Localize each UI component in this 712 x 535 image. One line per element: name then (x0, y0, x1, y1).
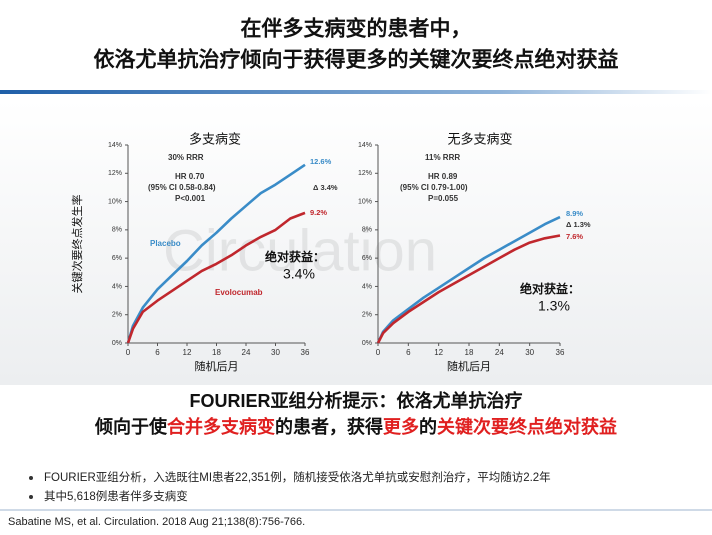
annotation: HR 0.89 (428, 172, 458, 181)
summary-segment: 更多 (383, 416, 419, 437)
citation: Sabatine MS, et al. Circulation. 2018 Au… (8, 516, 305, 528)
y-tick-label: 0% (112, 340, 122, 347)
watermark: Circulation (163, 218, 437, 283)
x-tick-label: 30 (271, 348, 280, 357)
annotation: 绝对获益： (520, 281, 580, 296)
annotation: 30% RRR (168, 153, 204, 162)
series-line (126, 163, 306, 344)
annotation: (95% CI 0.79-1.00) (400, 183, 468, 192)
series-label: Evolocumab (215, 288, 263, 297)
annotation: P=0.055 (428, 194, 459, 203)
annotation: 3.4% (283, 266, 315, 282)
series-line (376, 215, 561, 344)
y-axis-label: 关键次要终点发生率 (70, 195, 84, 294)
annotation: (95% CI 0.58-0.84) (148, 183, 216, 192)
y-tick-label: 10% (358, 198, 372, 205)
annotation: 8.9% (566, 209, 583, 218)
bullet: 其中5,618例患者伴多支病变 (44, 489, 188, 503)
y-tick-label: 6% (112, 255, 122, 262)
y-tick-label: 8% (112, 227, 122, 234)
annotation: 7.6% (566, 232, 583, 241)
title-rule (0, 90, 712, 94)
x-tick-label: 18 (465, 348, 474, 357)
x-tick-label: 30 (525, 348, 534, 357)
y-tick-label: 14% (358, 142, 372, 149)
annotation: 9.2% (310, 208, 327, 217)
summary-segment: 的患者，获得 (275, 416, 383, 437)
x-tick-label: 0 (376, 348, 381, 357)
annotation: Δ 3.4% (313, 183, 338, 192)
annotation: Δ 1.3% (566, 220, 591, 229)
x-axis-label: 随机后月 (447, 359, 491, 373)
x-tick-label: 12 (434, 348, 443, 357)
summary-segment: 的 (419, 416, 437, 437)
x-tick-label: 0 (126, 348, 131, 357)
summary-segment: 合并多支病变 (167, 416, 275, 437)
annotation: 11% RRR (425, 153, 460, 162)
chart-title: 多支病变 (189, 131, 241, 146)
annotation: 12.6% (310, 157, 332, 166)
series-line (376, 234, 561, 344)
y-tick-label: 2% (112, 312, 122, 319)
y-tick-label: 2% (362, 312, 372, 319)
series-line (126, 211, 306, 344)
y-tick-label: 12% (108, 170, 122, 177)
y-tick-label: 14% (108, 142, 122, 149)
x-tick-label: 24 (495, 348, 504, 357)
x-tick-label: 6 (406, 348, 411, 357)
annotation: 绝对获益： (265, 249, 325, 264)
title-line: 依洛尤单抗治疗倾向于获得更多的关键次要终点绝对获益 (94, 48, 619, 72)
x-tick-label: 6 (155, 348, 160, 357)
title-line: 在伴多支病变的患者中， (241, 17, 472, 41)
x-tick-label: 18 (212, 348, 221, 357)
y-tick-label: 4% (112, 283, 122, 290)
annotation: HR 0.70 (175, 172, 205, 181)
x-tick-label: 24 (242, 348, 251, 357)
annotation: 1.3% (538, 298, 570, 314)
y-tick-label: 4% (362, 283, 372, 290)
y-tick-label: 12% (358, 170, 372, 177)
bullet: FOURIER亚组分析，入选既往MI患者22,351例，随机接受依洛尤单抗或安慰… (44, 470, 551, 484)
y-tick-label: 6% (362, 255, 372, 262)
summary-segment: 关键次要终点绝对获益 (437, 416, 617, 437)
bullet-dot (29, 476, 33, 480)
y-tick-label: 8% (362, 227, 372, 234)
panel (0, 100, 712, 385)
x-axis-label: 随机后月 (195, 359, 239, 373)
summary-line: 倾向于使合并多支病变的患者，获得更多的关键次要终点绝对获益 (94, 416, 617, 437)
y-tick-label: 10% (108, 198, 122, 205)
bullet-dot (29, 495, 33, 499)
annotation: P<0.001 (175, 194, 206, 203)
summary-segment: 倾向于使 (94, 416, 168, 437)
series-label: Placebo (150, 239, 181, 248)
x-tick-label: 36 (301, 348, 310, 357)
chart-title: 无多支病变 (447, 131, 512, 146)
x-tick-label: 36 (556, 348, 565, 357)
y-tick-label: 0% (362, 340, 372, 347)
summary-line: FOURIER亚组分析提示：依洛尤单抗治疗 (190, 390, 523, 411)
x-tick-label: 12 (183, 348, 192, 357)
